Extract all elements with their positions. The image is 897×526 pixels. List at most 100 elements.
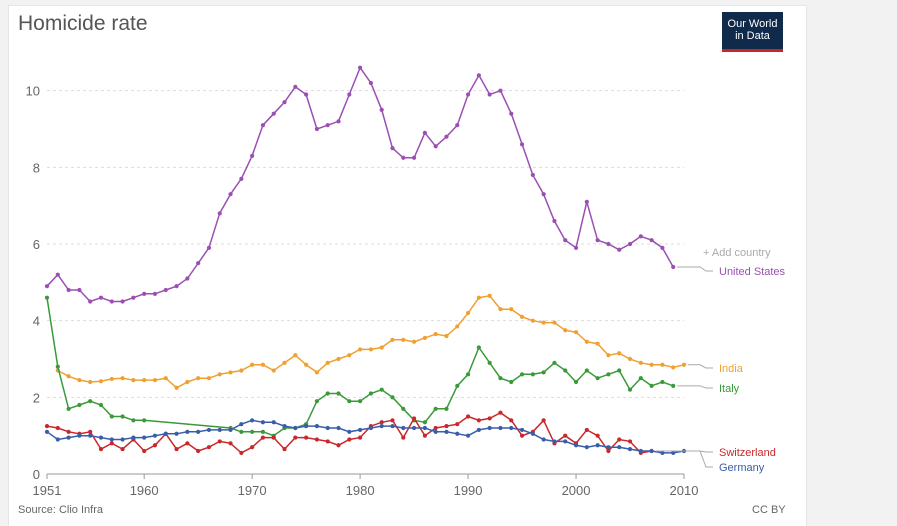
data-point[interactable] [476,427,481,433]
data-point[interactable] [304,92,309,97]
data-point[interactable] [152,433,158,438]
data-point[interactable] [98,402,104,408]
data-point[interactable] [55,364,60,369]
data-point[interactable] [465,92,471,97]
data-point[interactable] [465,414,471,419]
data-point[interactable] [487,360,492,365]
data-point[interactable] [109,299,114,304]
data-point[interactable] [519,433,525,438]
data-point[interactable] [530,318,535,323]
data-point[interactable] [476,295,481,300]
data-point[interactable] [573,379,579,385]
data-point[interactable] [98,446,104,452]
data-point[interactable] [627,387,633,392]
data-point[interactable] [595,238,600,243]
data-point[interactable] [314,423,320,429]
data-point[interactable] [314,126,320,132]
data-point[interactable] [401,425,406,431]
data-point[interactable] [519,314,525,319]
data-point[interactable] [530,431,535,436]
data-point[interactable] [390,146,395,151]
data-point[interactable] [487,293,492,298]
data-point[interactable] [314,399,320,404]
data-point[interactable] [390,423,395,429]
data-point[interactable] [239,368,244,373]
data-point[interactable] [120,414,125,419]
data-point[interactable] [239,429,244,434]
data-point[interactable] [390,418,395,423]
data-point[interactable] [44,284,50,289]
data-point[interactable] [228,427,233,433]
data-point[interactable] [250,362,255,367]
data-point[interactable] [368,391,373,396]
data-point[interactable] [444,134,449,139]
data-point[interactable] [465,372,471,377]
data-point[interactable] [509,418,514,423]
data-point[interactable] [649,383,654,388]
data-point[interactable] [44,423,50,429]
data-point[interactable] [282,100,287,105]
data-point[interactable] [174,446,179,452]
data-point[interactable] [120,446,125,452]
data-point[interactable] [120,299,125,304]
data-point[interactable] [239,450,244,456]
data-point[interactable] [617,437,622,442]
data-point[interactable] [120,437,125,442]
data-point[interactable] [77,402,82,408]
data-point[interactable] [358,65,363,70]
data-point[interactable] [217,439,222,444]
data-point[interactable] [260,435,266,440]
data-point[interactable] [671,450,676,456]
data-point[interactable] [142,418,147,423]
data-point[interactable] [55,437,60,442]
data-point[interactable] [304,362,309,367]
data-point[interactable] [660,245,665,250]
data-point[interactable] [347,399,352,404]
data-point[interactable] [228,370,233,375]
data-point[interactable] [638,448,643,454]
data-point[interactable] [260,429,266,434]
legend-label-germany[interactable]: Germany [719,462,765,474]
data-point[interactable] [379,345,384,350]
data-point[interactable] [401,435,406,440]
data-point[interactable] [455,324,460,329]
data-point[interactable] [422,420,427,425]
data-point[interactable] [584,199,589,204]
data-point[interactable] [206,376,212,381]
data-point[interactable] [444,333,449,339]
data-point[interactable] [617,247,622,252]
data-point[interactable] [584,339,589,344]
legend-label-italy[interactable]: Italy [719,383,740,395]
data-point[interactable] [185,429,190,434]
data-point[interactable] [131,435,136,440]
data-point[interactable] [660,362,665,367]
data-point[interactable] [509,379,514,385]
data-point[interactable] [476,345,481,350]
data-point[interactable] [563,328,568,333]
data-point[interactable] [422,425,427,431]
data-point[interactable] [142,377,147,383]
data-point[interactable] [660,379,665,385]
data-point[interactable] [606,445,611,450]
data-point[interactable] [185,276,190,281]
data-point[interactable] [174,385,179,390]
data-point[interactable] [109,376,114,382]
data-point[interactable] [250,418,255,423]
series-line-italy[interactable] [46,297,674,437]
data-point[interactable] [250,153,255,158]
data-point[interactable] [368,80,373,86]
data-point[interactable] [433,331,438,337]
data-point[interactable] [336,443,341,448]
data-point[interactable] [314,370,320,375]
data-point[interactable] [206,245,212,250]
data-point[interactable] [196,448,201,454]
data-point[interactable] [109,437,114,442]
data-point[interactable] [606,353,611,358]
data-point[interactable] [271,435,276,440]
data-point[interactable] [584,368,589,373]
add-country-button[interactable]: + Add country [703,247,771,259]
data-point[interactable] [595,443,600,448]
data-point[interactable] [250,429,255,434]
data-point[interactable] [530,172,535,178]
data-point[interactable] [185,379,190,385]
